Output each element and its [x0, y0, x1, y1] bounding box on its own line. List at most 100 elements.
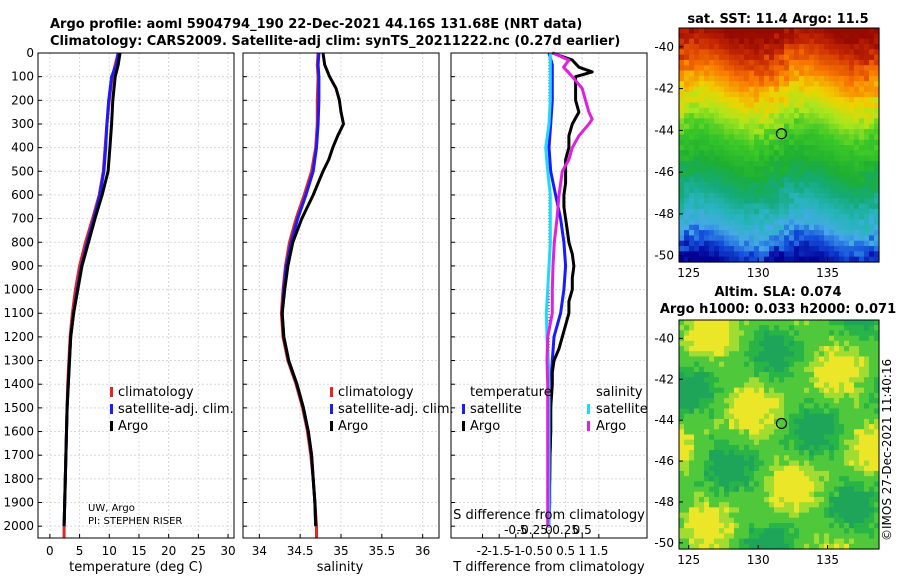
map-cell	[824, 166, 830, 173]
map-cell	[694, 444, 700, 451]
map-cell	[729, 118, 735, 125]
map-cell	[799, 150, 805, 157]
map-cell	[709, 219, 715, 226]
map-cell	[859, 65, 865, 72]
map-cell	[829, 528, 835, 534]
map-cell	[799, 335, 805, 342]
x-tick-label: 25	[191, 544, 206, 558]
x-tick-label: 34	[252, 544, 267, 558]
map-cell	[739, 340, 745, 347]
map-cell	[839, 320, 845, 326]
map-cell	[709, 424, 715, 430]
map-cell	[864, 450, 870, 456]
map-cell	[729, 507, 735, 514]
map-cell	[689, 522, 695, 529]
map-cell	[689, 70, 695, 77]
salinity-panel: 34 34.5 35 35.5 36	[242, 52, 440, 558]
map-cell	[684, 528, 690, 534]
map-cell	[759, 171, 765, 178]
map-cell	[844, 455, 850, 462]
map-cell	[714, 81, 720, 88]
map-cell	[684, 182, 690, 189]
map-cell	[854, 38, 860, 45]
map-cell	[769, 465, 775, 472]
map-cell	[864, 65, 870, 72]
map-cell	[819, 444, 825, 451]
map-cell	[754, 413, 760, 420]
map-cell	[869, 346, 875, 352]
map-cell	[859, 176, 865, 183]
map-cell	[724, 528, 730, 534]
map-cell	[789, 208, 795, 215]
map-cell	[809, 522, 815, 529]
map-cell	[814, 340, 820, 347]
map-cell	[699, 150, 705, 157]
map-cell	[774, 444, 780, 451]
map-cell	[794, 502, 800, 508]
map-cell	[794, 522, 800, 529]
map-cell	[859, 424, 865, 430]
map-cell	[869, 155, 875, 162]
map-cell	[779, 107, 785, 114]
map-cell	[774, 429, 780, 436]
map-cell	[719, 43, 725, 50]
map-cell	[684, 522, 690, 529]
map-cell	[754, 528, 760, 534]
map-cell	[859, 139, 865, 146]
map-cell	[844, 522, 850, 529]
map-cell	[849, 166, 855, 173]
map-cell	[684, 118, 690, 125]
map-cell	[744, 86, 750, 93]
map-cell	[774, 107, 780, 114]
map-cell	[819, 481, 825, 488]
map-cell	[824, 182, 830, 189]
map-cell	[859, 81, 865, 88]
map-cell	[824, 235, 830, 242]
map-cell	[719, 403, 725, 410]
map-cell	[809, 538, 815, 545]
map-cell	[859, 335, 865, 342]
map-cell	[719, 372, 725, 378]
map-cell	[854, 377, 860, 384]
map-cell	[874, 361, 880, 368]
map-cell	[744, 176, 750, 183]
map-cell	[874, 251, 880, 258]
map-cell	[804, 28, 810, 34]
map-cell	[694, 65, 700, 72]
map-cell	[679, 512, 685, 519]
map-cell	[724, 538, 730, 545]
map-cell	[709, 240, 715, 247]
map-cell	[849, 361, 855, 368]
map-cell	[749, 470, 755, 477]
map-cell	[689, 346, 695, 352]
map-cell	[744, 59, 750, 66]
map-cell	[859, 418, 865, 425]
map-cell	[744, 160, 750, 167]
map-cell	[794, 145, 800, 151]
map-cell	[744, 481, 750, 488]
legend-label-argo: Argo	[118, 419, 148, 434]
map-cell	[819, 54, 825, 61]
map-cell	[759, 377, 765, 384]
map-cell	[764, 97, 770, 104]
map-cell	[809, 507, 815, 514]
map-cell	[819, 377, 825, 384]
map-cell	[839, 408, 845, 415]
map-cell	[729, 486, 735, 493]
map-cell	[824, 49, 830, 56]
map-cell	[864, 246, 870, 252]
map-cell	[844, 496, 850, 503]
map-cell	[864, 187, 870, 194]
map-cell	[804, 118, 810, 125]
map-cell	[684, 408, 690, 415]
map-cell	[874, 81, 880, 88]
map-cell	[689, 145, 695, 151]
map-cell	[819, 418, 825, 425]
map-cell	[804, 491, 810, 498]
map-cell	[864, 208, 870, 215]
map-cell	[689, 160, 695, 167]
map-cell	[814, 330, 820, 337]
map-cell	[799, 75, 805, 82]
map-cell	[719, 330, 725, 337]
map-cell	[694, 230, 700, 237]
